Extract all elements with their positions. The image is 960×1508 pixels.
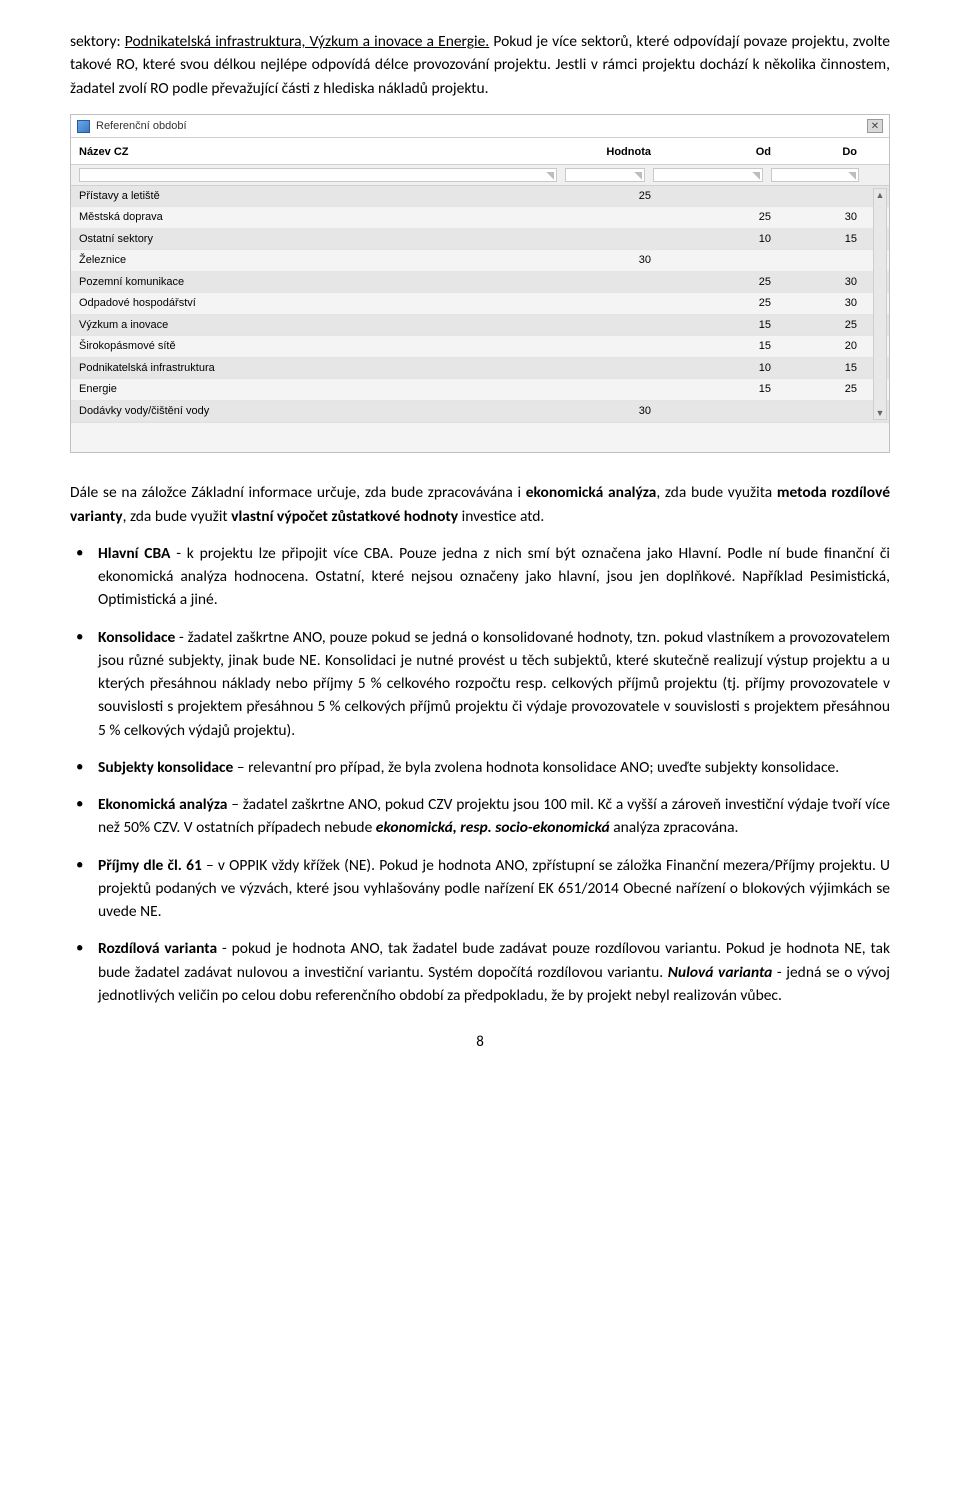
cell-od: 25 xyxy=(661,295,781,312)
cell-hodnota: 30 xyxy=(571,403,661,420)
b4-bolditalic: ekonomická, resp. socio-ekonomická xyxy=(376,818,610,837)
intro-text-a: sektory: xyxy=(70,32,125,51)
cell-hodnota: 30 xyxy=(571,252,661,269)
cell-nazev: Podnikatelská infrastruktura xyxy=(79,360,571,377)
bullet-prijmy-cl-61: Příjmy dle čl. 61 – v OPPIK vždy křížek … xyxy=(98,854,890,924)
col-header-nazev[interactable]: Název CZ xyxy=(79,144,571,161)
cell-nazev: Širokopásmové sítě xyxy=(79,338,571,355)
mid-a: Dále se na záložce Základní informace ur… xyxy=(70,483,526,502)
cell-nazev: Městská doprava xyxy=(79,209,571,226)
cell-hodnota: 25 xyxy=(571,188,661,205)
b3-text: – relevantní pro případ, že byla zvolena… xyxy=(233,758,839,777)
window-title: Referenční období xyxy=(96,118,187,135)
b3-bold: Subjekty konsolidace xyxy=(98,758,233,777)
table-row[interactable]: Ostatní sektory 1015 xyxy=(71,229,889,251)
bullet-hlavni-cba: Hlavní CBA - k projektu lze připojit víc… xyxy=(98,542,890,612)
bullet-subjekty-konsolidace: Subjekty konsolidace – relevantní pro př… xyxy=(98,756,890,779)
cell-nazev: Výzkum a inovace xyxy=(79,317,571,334)
cell-nazev: Energie xyxy=(79,381,571,398)
b5-text: – v OPPIK vždy křížek (NE). Pokud je hod… xyxy=(98,856,890,922)
filter-do[interactable] xyxy=(771,168,859,182)
cell-do: 25 xyxy=(781,381,881,398)
cell-nazev: Odpadové hospodářství xyxy=(79,295,571,312)
mid-c: , zda bude využita xyxy=(656,483,777,502)
filter-nazev[interactable] xyxy=(79,168,557,182)
mid-b: ekonomická analýza xyxy=(526,483,657,502)
table-row[interactable]: Výzkum a inovace 1525 xyxy=(71,315,889,337)
cell-do: 30 xyxy=(781,274,881,291)
window-bottom-space xyxy=(71,422,889,452)
filter-hodnota[interactable] xyxy=(565,168,645,182)
table-row[interactable]: Pozemní komunikace 2530 xyxy=(71,272,889,294)
table-row[interactable]: Širokopásmové sítě 1520 xyxy=(71,336,889,358)
cell-od: 25 xyxy=(661,209,781,226)
column-header-row: Název CZ Hodnota Od Do xyxy=(71,138,889,165)
table-row[interactable]: Městská doprava 2530 xyxy=(71,207,889,229)
table-row[interactable]: Železnice30 xyxy=(71,250,889,272)
intro-underline: Podnikatelská infrastruktura, Výzkum a i… xyxy=(125,32,489,51)
b4-text-d: analýza zpracována. xyxy=(610,818,739,837)
cell-nazev: Dodávky vody/čištění vody xyxy=(79,403,571,420)
cell-do: 20 xyxy=(781,338,881,355)
b1-bold: Hlavní CBA xyxy=(98,544,170,563)
middle-paragraph: Dále se na záložce Základní informace ur… xyxy=(70,481,890,528)
window-titlebar: Referenční období ✕ xyxy=(71,115,889,139)
cell-od: 10 xyxy=(661,360,781,377)
cell-do: 25 xyxy=(781,317,881,334)
col-header-do[interactable]: Do xyxy=(781,144,881,161)
b4-bold: Ekonomická analýza xyxy=(98,795,227,814)
b2-text: - žadatel zaškrtne ANO, pouze pokud se j… xyxy=(98,628,890,740)
filter-od[interactable] xyxy=(653,168,763,182)
b6-bolditalic: Nulová varianta xyxy=(668,963,773,982)
intro-paragraph: sektory: Podnikatelská infrastruktura, V… xyxy=(70,30,890,100)
bullet-konsolidace: Konsolidace - žadatel zaškrtne ANO, pouz… xyxy=(98,626,890,742)
cell-od: 10 xyxy=(661,231,781,248)
scroll-up-icon[interactable]: ▲ xyxy=(876,189,885,201)
table-row[interactable]: Energie 1525 xyxy=(71,379,889,401)
window-close-button[interactable]: ✕ xyxy=(867,119,883,133)
cell-do: 15 xyxy=(781,231,881,248)
cell-nazev: Železnice xyxy=(79,252,571,269)
reference-period-window: Referenční období ✕ Název CZ Hodnota Od … xyxy=(70,114,890,454)
mid-e: , zda bude využit xyxy=(123,507,232,526)
mid-g: investice atd. xyxy=(458,507,544,526)
page-number: 8 xyxy=(70,1031,890,1054)
cell-nazev: Přístavy a letiště xyxy=(79,188,571,205)
bullet-ekonomicka-analyza: Ekonomická analýza – žadatel zaškrtne AN… xyxy=(98,793,890,840)
cell-do: 30 xyxy=(781,209,881,226)
table-row[interactable]: Přístavy a letiště25 xyxy=(71,186,889,208)
mid-f: vlastní výpočet zůstatkové hodnoty xyxy=(231,507,458,526)
cell-do: 30 xyxy=(781,295,881,312)
table-row[interactable]: Dodávky vody/čištění vody30 xyxy=(71,401,889,423)
b1-text: - k projektu lze připojit více CBA. Pouz… xyxy=(98,544,890,610)
b5-bold: Příjmy dle čl. 61 xyxy=(98,856,202,875)
col-header-od[interactable]: Od xyxy=(661,144,781,161)
scrollbar[interactable]: ▲ ▼ xyxy=(873,188,887,421)
table-row[interactable]: Odpadové hospodářství 2530 xyxy=(71,293,889,315)
col-header-hodnota[interactable]: Hodnota xyxy=(571,144,661,161)
cell-nazev: Ostatní sektory xyxy=(79,231,571,248)
cell-od: 15 xyxy=(661,381,781,398)
cell-nazev: Pozemní komunikace xyxy=(79,274,571,291)
table-row[interactable]: Podnikatelská infrastruktura 1015 xyxy=(71,358,889,380)
b6-bold: Rozdílová varianta xyxy=(98,939,217,958)
b2-bold: Konsolidace xyxy=(98,628,175,647)
bullet-list: Hlavní CBA - k projektu lze připojit víc… xyxy=(70,542,890,1007)
scroll-down-icon[interactable]: ▼ xyxy=(876,407,885,419)
bullet-rozdilova-varianta: Rozdílová varianta - pokud je hodnota AN… xyxy=(98,937,890,1007)
filter-row xyxy=(71,165,889,186)
window-icon xyxy=(77,120,90,133)
cell-do: 15 xyxy=(781,360,881,377)
cell-od: 25 xyxy=(661,274,781,291)
cell-od: 15 xyxy=(661,338,781,355)
cell-od: 15 xyxy=(661,317,781,334)
table-body: Přístavy a letiště25Městská doprava2530O… xyxy=(71,186,889,423)
